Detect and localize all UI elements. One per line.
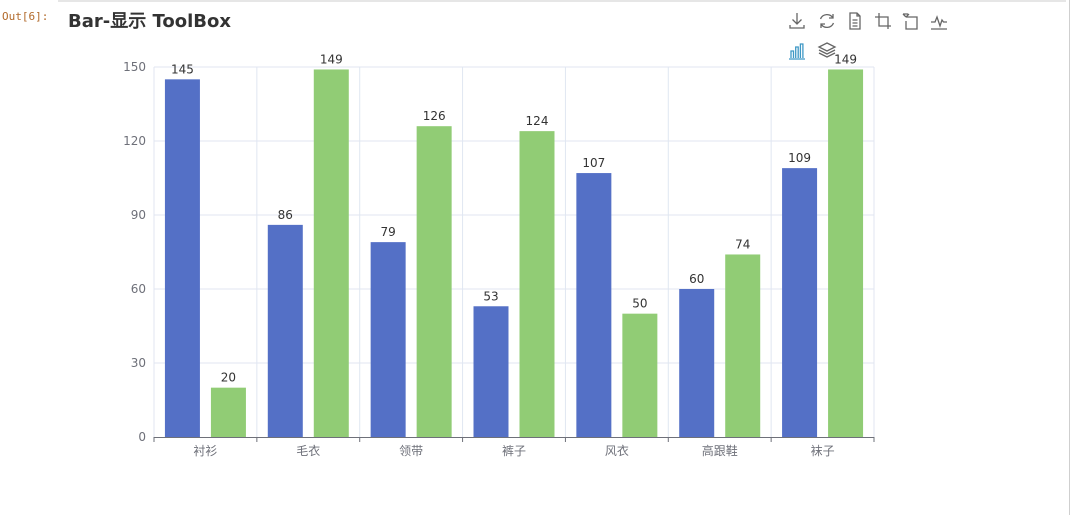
x-tick-label: 裤子 — [502, 444, 526, 458]
bar — [828, 69, 864, 437]
cell-output-prompt: Out[6]: — [2, 10, 49, 23]
bar — [210, 387, 246, 437]
data-label: 109 — [788, 151, 811, 165]
data-label: 124 — [526, 114, 549, 128]
bar-chart-icon[interactable] — [786, 40, 808, 62]
chart-title: Bar-显示 ToolBox — [68, 11, 231, 32]
cell-top-border — [58, 0, 1066, 2]
chart-toolbox — [786, 10, 966, 66]
x-tick-label: 毛衣 — [296, 443, 320, 458]
data-label: 20 — [221, 371, 236, 385]
cell-right-border — [1069, 0, 1070, 515]
stack-icon[interactable] — [816, 40, 838, 62]
y-tick-label: 150 — [123, 60, 146, 74]
y-tick-label: 30 — [131, 356, 146, 370]
data-label: 107 — [582, 156, 605, 170]
y-tick-label: 90 — [131, 208, 146, 222]
bar — [679, 289, 715, 437]
bar — [164, 79, 200, 437]
bar — [267, 224, 303, 437]
data-label: 74 — [735, 237, 750, 251]
data-label: 53 — [483, 289, 498, 303]
zoom-reset-icon[interactable] — [900, 10, 922, 32]
bar — [576, 173, 612, 438]
bar — [313, 69, 349, 437]
bar — [473, 306, 509, 437]
data-label: 126 — [423, 109, 446, 123]
y-tick-label: 120 — [123, 134, 146, 148]
data-label: 145 — [171, 62, 194, 76]
x-tick-label: 高跟鞋 — [702, 443, 738, 458]
bar — [416, 126, 452, 437]
bar — [370, 242, 406, 437]
data-label: 149 — [320, 52, 343, 66]
y-tick-label: 60 — [131, 282, 146, 296]
data-label: 79 — [381, 225, 396, 239]
line-chart-icon[interactable] — [928, 10, 950, 32]
bar — [782, 168, 818, 437]
data-label: 50 — [632, 297, 647, 311]
data-label: 149 — [834, 52, 857, 66]
x-tick-label: 袜子 — [811, 444, 835, 458]
zoom-icon[interactable] — [872, 10, 894, 32]
bar — [622, 313, 658, 437]
y-tick-label: 0 — [138, 430, 146, 444]
refresh-icon[interactable] — [816, 10, 838, 32]
bar — [725, 254, 761, 437]
download-icon[interactable] — [786, 10, 808, 32]
data-label: 86 — [278, 208, 293, 222]
data-view-icon[interactable] — [844, 10, 866, 32]
data-label: 60 — [689, 272, 704, 286]
bar — [519, 131, 555, 437]
x-tick-label: 领带 — [399, 444, 423, 458]
x-tick-label: 风衣 — [605, 443, 629, 458]
x-tick-label: 衬衫 — [193, 444, 217, 458]
